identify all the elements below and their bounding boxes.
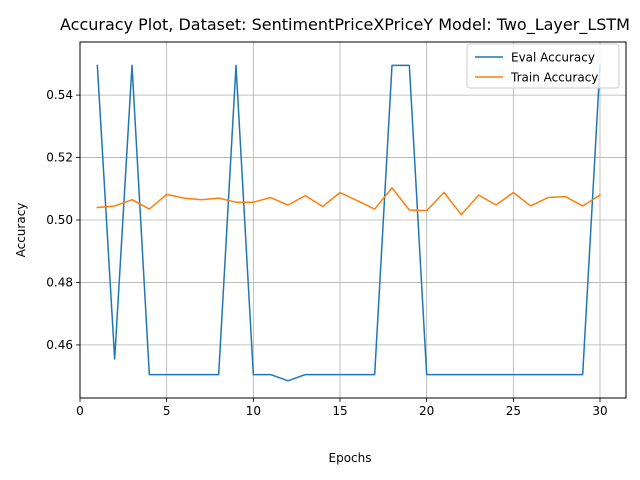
train-accuracy-legend-label: Train Accuracy [510,71,598,85]
x-axis-label: Epochs [329,451,372,465]
y-tick-label: 0.54 [46,88,73,102]
train-accuracy-series-line [96,187,602,216]
y-tick-label: 0.48 [46,275,73,289]
eval-accuracy-legend-label: Eval Accuracy [511,51,595,65]
axis-ticks: 0 5 10 15 20 25 30 0.46 0.48 0.50 0.52 0.54 [46,88,607,418]
series-lines [96,64,602,382]
x-tick-label: 15 [332,404,347,418]
y-tick-label: 0.52 [46,151,73,165]
chart-title: Accuracy Plot, Dataset: SentimentPriceXP… [60,15,630,35]
eval-accuracy-series-line [96,64,601,382]
x-tick-label: 25 [506,404,521,418]
y-axis-label: Accuracy [14,203,28,258]
x-tick-label: 5 [163,404,171,418]
grid-lines [79,42,626,398]
chart-legend: Eval Accuracy Train Accuracy [466,43,620,89]
y-tick-label: 0.50 [46,213,73,227]
x-tick-label: 0 [76,404,84,418]
x-tick-label: 30 [592,404,607,418]
legend-box [466,43,620,89]
x-tick-label: 10 [246,404,261,418]
y-tick-label: 0.46 [46,338,73,352]
x-tick-label: 20 [419,404,434,418]
